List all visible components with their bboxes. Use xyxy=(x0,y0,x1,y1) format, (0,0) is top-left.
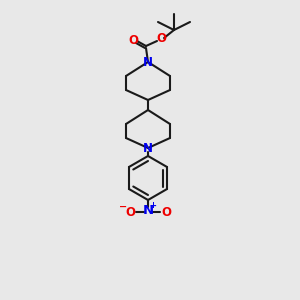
Text: N: N xyxy=(143,56,153,68)
Text: +: + xyxy=(149,200,157,209)
Text: −: − xyxy=(119,202,127,212)
Text: O: O xyxy=(125,206,135,220)
Text: O: O xyxy=(156,32,166,46)
Text: N: N xyxy=(142,203,154,217)
Text: N: N xyxy=(143,142,153,154)
Text: O: O xyxy=(128,34,138,47)
Text: O: O xyxy=(161,206,171,220)
